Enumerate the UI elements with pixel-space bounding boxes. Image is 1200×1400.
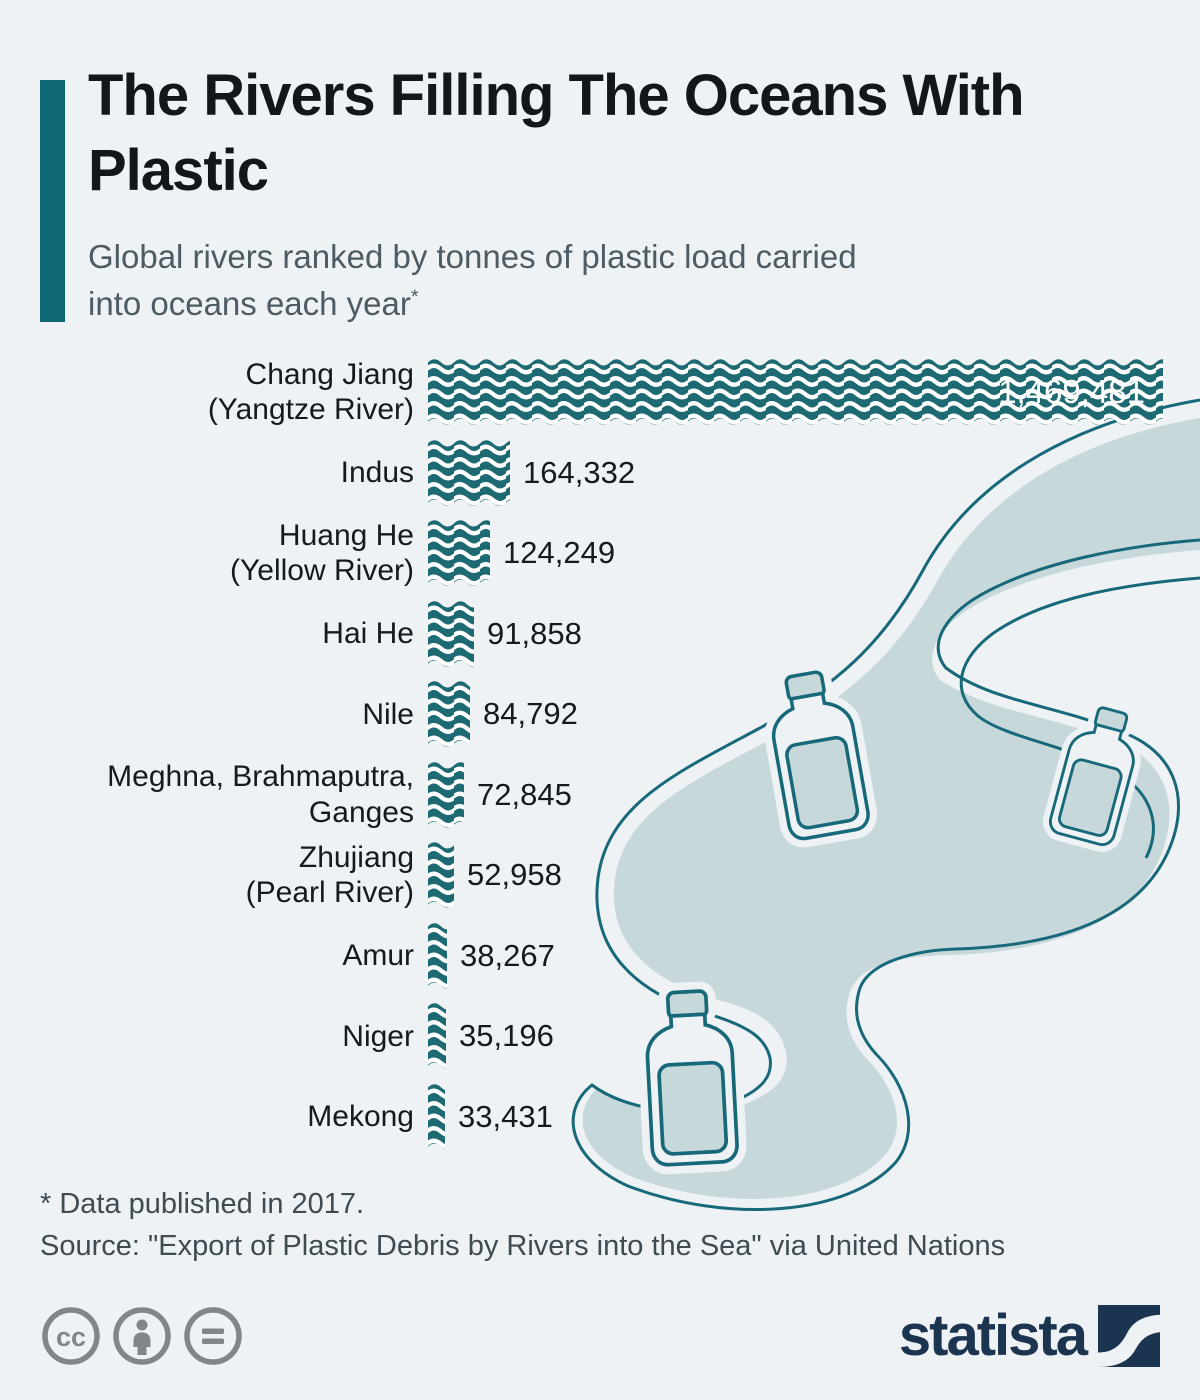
bar-label: Nile (362, 697, 414, 731)
chart-row: Niger 35,196 (30, 996, 1180, 1077)
statista-wordmark: statista (898, 1303, 1088, 1368)
no-derivatives-icon[interactable] (182, 1305, 244, 1367)
bar-label: Meghna, Brahmaputra, Ganges (107, 760, 414, 829)
footnote-marker: * (410, 285, 419, 308)
bar-label: Huang He (Yellow River) (230, 518, 414, 588)
chart-row: Chang Jiang (Yangtze River) 1,469,481 (30, 352, 1180, 433)
chart-subtitle: Global rivers ranked by tonnes of plasti… (88, 234, 888, 328)
bar-label: Zhujiang (Pearl River) (245, 840, 414, 910)
bar (428, 842, 454, 908)
chart-row: Zhujiang (Pearl River) 52,958 (30, 835, 1180, 916)
bar-wrap (428, 1003, 446, 1069)
bar (428, 923, 447, 989)
bar-label: Amur (342, 939, 414, 973)
chart-footnote: * Data published in 2017. (40, 1188, 365, 1220)
bar (428, 1084, 445, 1149)
bar (428, 520, 490, 586)
bar-label: Niger (342, 1019, 414, 1053)
bar-value: 52,958 (467, 857, 562, 893)
statista-logo[interactable]: statista (899, 1305, 1160, 1367)
bar-wrap (428, 1084, 445, 1150)
bar (428, 1003, 446, 1069)
bar (428, 681, 470, 747)
bar-value: 72,845 (477, 776, 572, 812)
chart-row: Meghna, Brahmaputra, Ganges 72,845 (30, 755, 1180, 836)
bar-wrap (428, 601, 474, 667)
license-icons: cc (40, 1305, 244, 1367)
bar-wrap (428, 923, 447, 989)
bar-wrap (428, 842, 454, 908)
bar-value: 1,469,481 (998, 373, 1145, 411)
bottom-bar: cc statista (40, 1300, 1160, 1372)
bar-value: 164,332 (523, 454, 636, 490)
statista-logo-mark (1098, 1305, 1160, 1367)
bar (428, 440, 510, 506)
bar-value: 38,267 (460, 937, 555, 973)
bar-label: Indus (340, 456, 414, 490)
bar-value: 91,858 (487, 615, 582, 651)
creative-commons-icon[interactable]: cc (40, 1305, 102, 1367)
chart-row: Amur 38,267 (30, 916, 1180, 997)
title-accent-bar (40, 80, 65, 322)
bar-value: 33,431 (458, 1098, 553, 1134)
chart-row: Indus 164,332 (30, 433, 1180, 514)
bar-value: 35,196 (459, 1018, 554, 1054)
bar (428, 762, 464, 828)
bar (428, 601, 474, 667)
bar-wrap (428, 520, 490, 586)
bar-wrap (428, 762, 464, 828)
chart-row: Mekong 33,431 (30, 1077, 1180, 1158)
chart-row: Huang He (Yellow River) 124,249 (30, 513, 1180, 594)
bar-wrap: 1,469,481 (428, 359, 1163, 425)
bar-value: 124,249 (503, 535, 616, 571)
chart-source: Source: "Export of Plastic Debris by Riv… (40, 1230, 1006, 1262)
chart-row: Nile 84,792 (30, 674, 1180, 755)
bar-chart: Chang Jiang (Yangtze River) 1,469,481 Indu… (30, 352, 1180, 1157)
bar-label: Hai He (322, 617, 414, 651)
page-title: The Rivers Filling The Oceans With Plast… (88, 63, 1025, 204)
subtitle-text: Global rivers ranked by tonnes of plasti… (88, 238, 857, 322)
attribution-icon[interactable] (111, 1305, 173, 1367)
bar-label: Chang Jiang (Yangtze River) (207, 357, 414, 427)
bar-wrap (428, 681, 470, 747)
bar-value: 84,792 (483, 696, 578, 732)
bar-wrap (428, 440, 510, 506)
bar-label: Mekong (307, 1100, 414, 1134)
chart-row: Hai He 91,858 (30, 594, 1180, 675)
svg-text:cc: cc (56, 1322, 86, 1352)
